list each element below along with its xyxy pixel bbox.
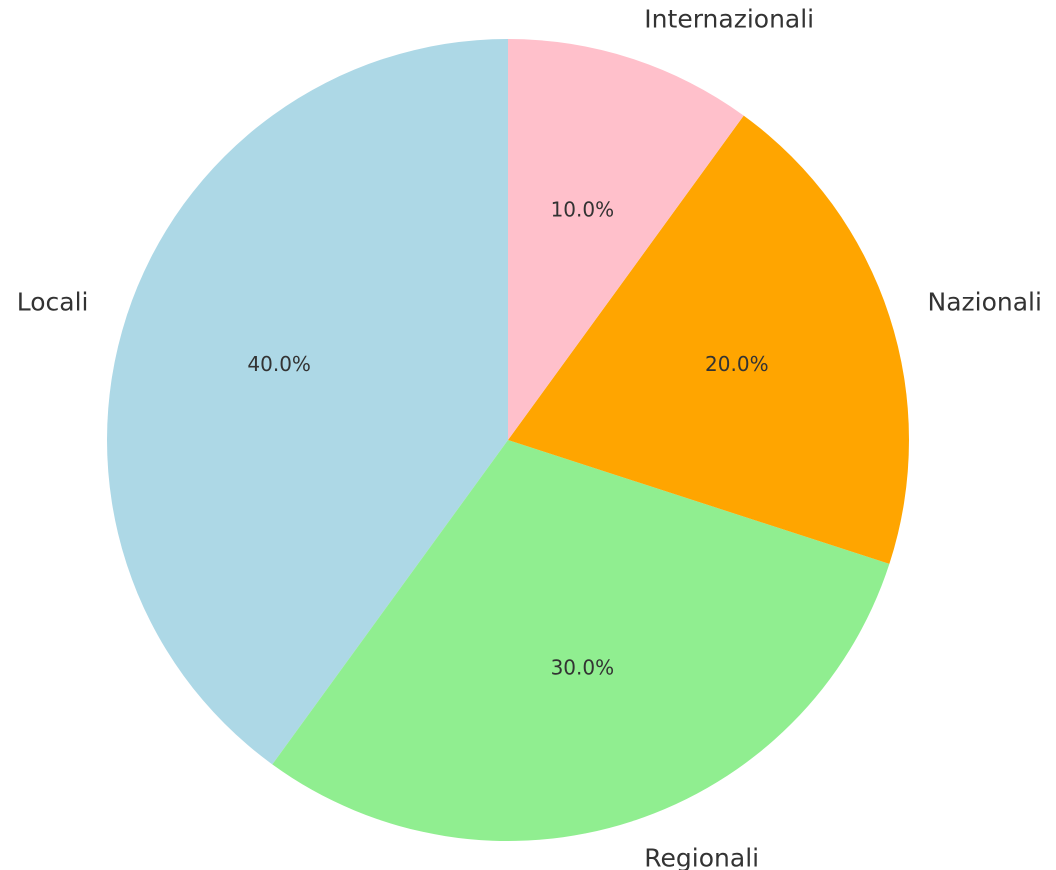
pie-slice (508, 39, 744, 440)
value-label: 30.0% (551, 655, 615, 679)
value-label: 10.0% (551, 198, 615, 222)
pie-slice (106, 39, 508, 765)
slice-label: Regionali (644, 844, 759, 870)
pie-slice (272, 440, 890, 842)
pie-slice (508, 115, 910, 564)
value-label: 20.0% (705, 352, 769, 376)
slice-label: Internazionali (644, 4, 814, 33)
value-label: 40.0% (247, 352, 311, 376)
slice-label: Locali (17, 288, 89, 317)
slice-label: Nazionali (928, 288, 1042, 317)
